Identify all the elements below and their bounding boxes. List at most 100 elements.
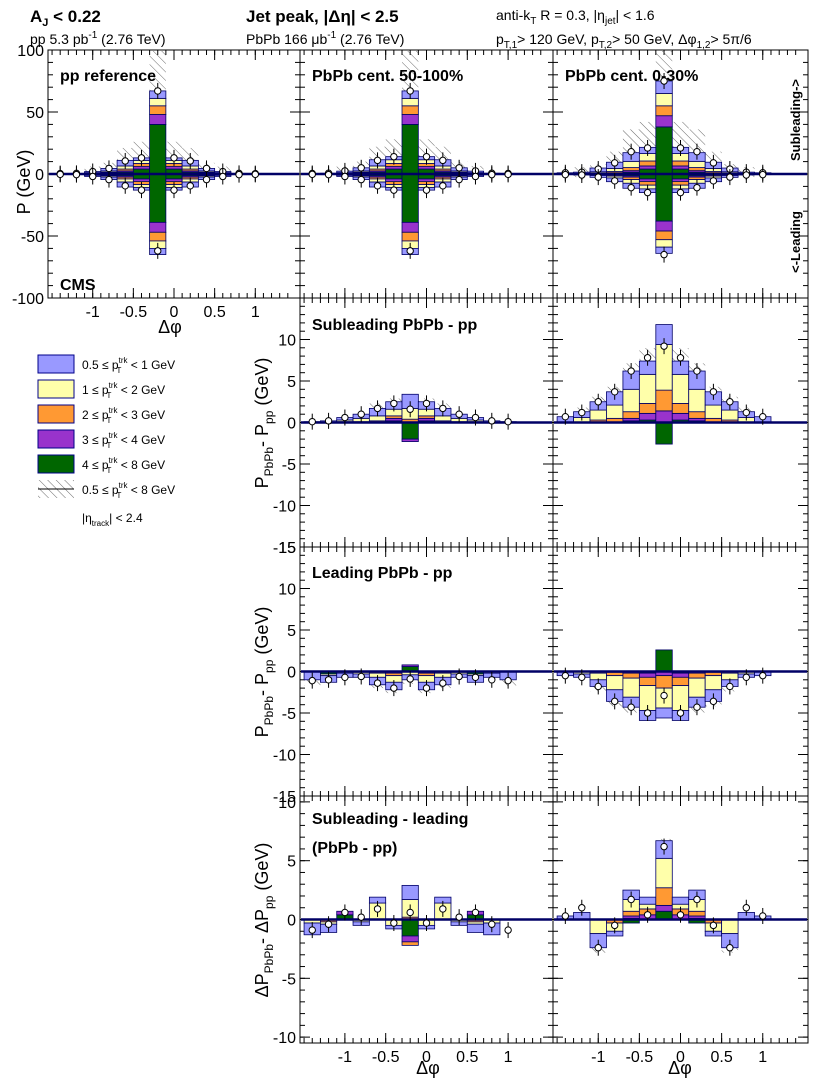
eta-track-cut: |ηtrack| < 2.4	[82, 511, 143, 528]
bar-segment	[688, 160, 706, 168]
data-point-leading	[373, 182, 382, 190]
y-tick-label: -100	[12, 291, 44, 308]
y-tick-label: 0	[35, 167, 44, 184]
bar-segment	[149, 231, 167, 242]
data-point	[610, 921, 619, 930]
data-point	[676, 144, 685, 152]
data-point	[406, 908, 414, 917]
panel-frame-r0c0: -100 -50 0 50 100 -1 -0.5 0 0.5 1	[12, 43, 301, 321]
data-point	[373, 905, 382, 913]
data-point	[308, 926, 316, 934]
panel-data-6	[554, 649, 807, 721]
data-point	[627, 367, 635, 375]
bar-segment	[401, 97, 419, 107]
data-point	[578, 408, 586, 417]
data-point	[561, 671, 570, 680]
legend-item-3: 2 ≤ ptrk T < 3 GeV	[37, 404, 165, 425]
legend-item-6: 0.5 ≤ ptrk T < 8 GeV	[38, 480, 175, 500]
data-point	[422, 684, 431, 692]
data-point	[709, 697, 718, 706]
bar-segment	[589, 919, 607, 935]
x-tick-label: 1	[504, 1049, 513, 1066]
panel-title-dd-line1: Subleading - leading	[312, 811, 468, 828]
bar-segment	[638, 373, 657, 404]
data-point-leading	[709, 177, 718, 185]
data-point-leading	[235, 170, 243, 179]
bar-segment	[655, 389, 673, 412]
panel-bars	[49, 51, 299, 259]
bar-segment	[622, 677, 640, 698]
y-tick-label: 100	[17, 43, 44, 60]
y-tick-label: -5	[282, 706, 296, 723]
data-point	[759, 671, 767, 680]
data-point	[455, 913, 463, 921]
bar-segment	[688, 672, 706, 679]
x-tick-label: -1	[338, 1049, 352, 1066]
data-point	[357, 672, 365, 681]
bar-segment	[149, 114, 167, 125]
panel-bars	[554, 649, 807, 721]
y-tick-label: -10	[273, 748, 296, 765]
header: AJ < 0.22 pp 5.3 pb-1 (2.76 TeV) Jet pea…	[30, 7, 752, 51]
y-tick-label: -15	[273, 540, 296, 557]
data-point-leading	[759, 170, 767, 179]
y-tick-label: -10	[273, 499, 296, 516]
bar-segment	[655, 857, 673, 889]
data-point	[709, 159, 718, 167]
bar-segment	[606, 404, 624, 419]
bar-segment	[688, 167, 706, 172]
data-point	[594, 944, 602, 952]
data-point	[676, 911, 685, 919]
legend-item-2: 1 ≤ ptrk T < 2 GeV	[37, 379, 165, 400]
data-point	[643, 144, 652, 152]
legend-swatch-1	[37, 354, 75, 374]
y-tick-label: 15	[278, 540, 296, 557]
panel-frame-r3c1: -10 -5 0 5 10 -1 -0.5 0 0.5 1	[273, 795, 554, 1066]
y-tick-label: -5	[282, 457, 296, 474]
bar-segment	[655, 230, 673, 241]
legend-swatch-4	[37, 429, 75, 449]
data-point	[660, 342, 668, 350]
bar-segment	[638, 165, 657, 170]
bar-segment	[149, 97, 167, 107]
data-point	[422, 152, 431, 161]
data-point	[422, 399, 431, 408]
bar-segment	[671, 676, 690, 687]
bar-segment	[149, 173, 167, 223]
data-point	[504, 926, 512, 934]
bar-segment	[638, 403, 657, 414]
x-tick-label: 0.5	[456, 1049, 478, 1066]
bar-segment	[466, 923, 485, 933]
data-point	[186, 157, 194, 165]
y-tick-label: 0	[287, 416, 296, 433]
legend-swatch-5	[37, 454, 75, 474]
bar-segment	[655, 93, 673, 107]
legend-item-5: 4 ≤ ptrk T < 8 GeV	[37, 454, 165, 475]
data-point	[726, 944, 734, 952]
data-point	[610, 697, 619, 706]
leading-arrow: <-Leading	[788, 211, 803, 273]
data-point	[406, 675, 414, 683]
data-point-leading	[89, 172, 97, 181]
panel-title-leading-diff: Leading PbPb - pp	[312, 565, 453, 582]
jet-cuts: pT,1> 120 GeV, pT,2> 50 GeV, Δφ1,2> 5π/6	[496, 31, 752, 51]
legend-item-4: 3 ≤ ptrk T < 4 GeV	[37, 429, 165, 450]
data-point-leading	[578, 171, 586, 179]
data-point	[373, 679, 382, 687]
x-tick-label: -0.5	[372, 1049, 400, 1066]
bar-segment	[401, 231, 419, 242]
bar-segment	[671, 373, 690, 404]
data-point	[627, 147, 635, 156]
bar-segment	[638, 672, 657, 678]
y-tick-label: -5	[282, 971, 296, 988]
legend-swatch-2	[37, 379, 75, 399]
bar-segment	[655, 115, 673, 128]
data-point	[578, 904, 586, 912]
bar-segment	[655, 675, 673, 689]
panel-data-5	[301, 664, 552, 697]
panel-bars	[301, 664, 552, 697]
